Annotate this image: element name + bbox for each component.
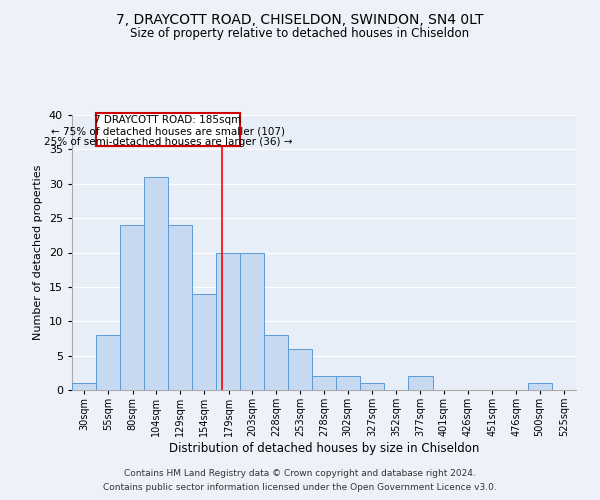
- Bar: [239, 252, 264, 390]
- Text: 7 DRAYCOTT ROAD: 185sqm: 7 DRAYCOTT ROAD: 185sqm: [94, 115, 242, 125]
- Bar: [144, 177, 168, 390]
- Bar: [335, 376, 360, 390]
- Bar: [192, 294, 217, 390]
- Text: 7, DRAYCOTT ROAD, CHISELDON, SWINDON, SN4 0LT: 7, DRAYCOTT ROAD, CHISELDON, SWINDON, SN…: [116, 12, 484, 26]
- Bar: [313, 376, 337, 390]
- Bar: [72, 383, 96, 390]
- Bar: [288, 349, 313, 390]
- Bar: [121, 225, 145, 390]
- Text: 25% of semi-detached houses are larger (36) →: 25% of semi-detached houses are larger (…: [44, 137, 292, 147]
- Bar: [360, 383, 384, 390]
- Bar: [409, 376, 433, 390]
- Bar: [264, 335, 288, 390]
- Bar: [168, 225, 192, 390]
- Text: Contains public sector information licensed under the Open Government Licence v3: Contains public sector information licen…: [103, 484, 497, 492]
- Y-axis label: Number of detached properties: Number of detached properties: [33, 165, 43, 340]
- Bar: [217, 252, 241, 390]
- Bar: [527, 383, 552, 390]
- Bar: [96, 335, 121, 390]
- Text: Size of property relative to detached houses in Chiseldon: Size of property relative to detached ho…: [130, 28, 470, 40]
- Text: Contains HM Land Registry data © Crown copyright and database right 2024.: Contains HM Land Registry data © Crown c…: [124, 468, 476, 477]
- Text: ← 75% of detached houses are smaller (107): ← 75% of detached houses are smaller (10…: [51, 126, 285, 136]
- X-axis label: Distribution of detached houses by size in Chiseldon: Distribution of detached houses by size …: [169, 442, 479, 455]
- FancyBboxPatch shape: [96, 113, 239, 146]
